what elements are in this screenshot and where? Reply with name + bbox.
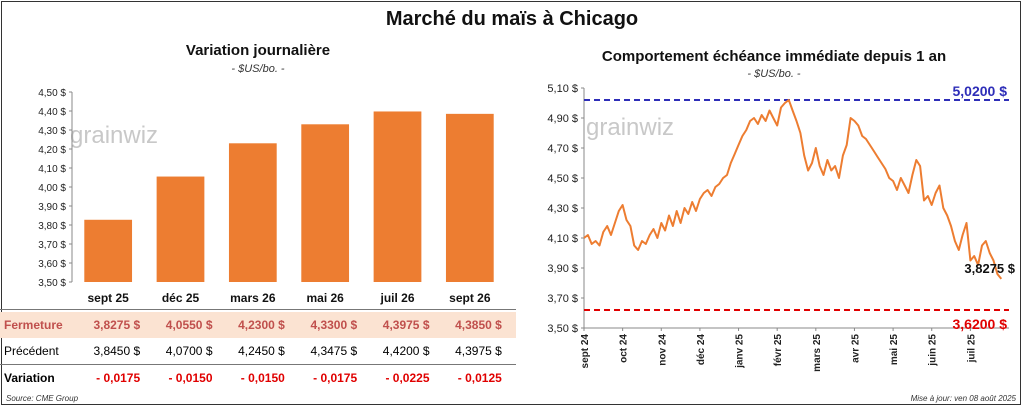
bar-category-label: déc 25 — [162, 291, 200, 305]
line-x-tick-label: nov 24 — [657, 334, 668, 366]
line-y-tick-label: 3,70 $ — [547, 293, 578, 305]
table-cell-change: - 0,0175 — [96, 371, 141, 385]
table-row-change: Variation - 0,0175 - 0,0150 - 0,0150 - 0,01… — [0, 365, 516, 391]
table-cell-change: - 0,0150 — [168, 371, 213, 385]
table-cell-change: - 0,0175 — [313, 371, 358, 385]
line-x-tick-label: janv 25 — [735, 334, 746, 369]
bar-déc-25 — [156, 176, 205, 282]
bar-y-tick-label: 3,60 $ — [38, 259, 66, 270]
bar-y-tick-label: 3,70 $ — [38, 240, 66, 251]
line-x-tick-label: mars 25 — [812, 334, 823, 372]
table-cell-change: - 0,0225 — [385, 371, 430, 385]
line-x-tick-label: juin 25 — [928, 334, 939, 367]
watermark-logo: grainwiz — [70, 122, 158, 149]
bar-category-label: sept 26 — [449, 291, 491, 305]
line-y-tick-label: 4,90 $ — [547, 113, 578, 125]
line-x-tick-label: oct 24 — [619, 334, 630, 363]
source-note: Source: CME Group — [6, 394, 79, 403]
bar-chart-unit: - $US/bo. - — [231, 63, 285, 75]
bar-y-tick-label: 4,40 $ — [38, 107, 66, 118]
line-y-tick-label: 3,50 $ — [547, 323, 578, 335]
table-cell-close: 4,3975 $ — [382, 318, 430, 332]
price-series-line — [583, 99, 1003, 280]
table-cell-previous: 4,2450 $ — [238, 344, 285, 358]
bar-y-tick-label: 4,20 $ — [38, 145, 66, 156]
bar-mars-26 — [228, 143, 277, 282]
bar-y-tick-label: 3,80 $ — [38, 221, 66, 232]
bar-y-tick-label: 3,50 $ — [38, 278, 66, 289]
bar-mai-26 — [301, 124, 350, 282]
line-x-tick-label: juil 25 — [966, 334, 977, 364]
table-cell-close: 4,2300 $ — [238, 318, 285, 332]
table-cell-change: - 0,0150 — [240, 371, 285, 385]
update-note: Mise à jour: ven 08 août 2025 — [910, 394, 1016, 403]
table-cell-previous: 4,0700 $ — [165, 344, 213, 358]
line-chart-unit: - $US/bo. - — [747, 68, 801, 80]
bar-category-label: mars 26 — [230, 291, 276, 305]
bar-category-label: sept 25 — [87, 291, 129, 305]
bar-chart: grainwiz 3,50 $ 3,60 $ 3,70 $ 3,80 $ 3,90 $ 4… — [38, 88, 494, 305]
bar-y-tick-label: 4,10 $ — [38, 164, 66, 175]
row-label-previous: Précédent — [4, 344, 59, 358]
bar-juil-26 — [373, 111, 422, 282]
table-cell-previous: 4,4200 $ — [382, 344, 430, 358]
line-y-tick-label: 5,10 $ — [547, 83, 578, 95]
bar-y-tick-label: 4,00 $ — [38, 183, 66, 194]
line-y-tick-label: 4,70 $ — [547, 143, 578, 155]
line-x-tick-label: mai 25 — [889, 334, 900, 366]
line-y-tick-label: 4,50 $ — [547, 173, 578, 185]
table-row-close: Fermeture 3,8275 $ 4,0550 $ 4,2300 $ 4,3300… — [0, 312, 516, 338]
last-value-label: 3,8275 $ — [964, 261, 1015, 276]
table-row-previous: Précédent 3,8450 $ 4,0700 $ 4,2450 $ 4,3475… — [0, 338, 516, 364]
table-cell-previous: 4,3475 $ — [310, 344, 358, 358]
line-x-tick-label: déc 24 — [696, 334, 707, 366]
line-x-tick-label: avr 25 — [850, 334, 861, 363]
row-label-close: Fermeture — [4, 318, 63, 332]
bar-category-label: mai 26 — [306, 291, 344, 305]
table-cell-close: 4,3850 $ — [455, 318, 502, 332]
line-x-tick-label: sept 24 — [580, 334, 591, 369]
bar-y-tick-label: 4,50 $ — [38, 88, 66, 99]
table-cell-close: 4,0550 $ — [165, 318, 213, 332]
bar-category-label: juil 26 — [379, 291, 414, 305]
table-top-border — [0, 309, 516, 310]
table-mid-border — [0, 364, 516, 365]
row-label-change: Variation — [4, 371, 55, 385]
min-value-label: 3,6200 $ — [953, 316, 1008, 332]
bar-y-tick-label: 3,90 $ — [38, 202, 66, 213]
table-cell-close: 3,8275 $ — [93, 318, 141, 332]
bar-sept-26 — [445, 113, 494, 282]
line-y-tick-label: 3,90 $ — [547, 263, 578, 275]
page-title: Marché du maïs à Chicago — [385, 8, 639, 30]
max-value-label: 5,0200 $ — [953, 83, 1008, 99]
watermark-logo-2: grainwiz — [586, 114, 674, 141]
table-cell-previous: 4,3975 $ — [455, 344, 502, 358]
bar-sept-25 — [84, 219, 133, 282]
table-cell-previous: 3,8450 $ — [93, 344, 141, 358]
line-chart-title: Comportement échéance immédiate depuis 1… — [601, 48, 947, 65]
table-cell-close: 4,3300 $ — [310, 318, 358, 332]
line-chart: grainwiz 3,50 $ 3,70 $ 3,90 $ 4,10 $ 4,30 $ 4… — [547, 83, 1015, 372]
line-y-tick-label: 4,10 $ — [547, 233, 578, 245]
bar-chart-title: Variation journalière — [185, 42, 331, 59]
line-x-tick-label: févr 25 — [773, 334, 784, 367]
line-y-tick-label: 4,30 $ — [547, 203, 578, 215]
bar-y-tick-label: 4,30 $ — [38, 126, 66, 137]
table-cell-change: - 0,0125 — [457, 371, 502, 385]
